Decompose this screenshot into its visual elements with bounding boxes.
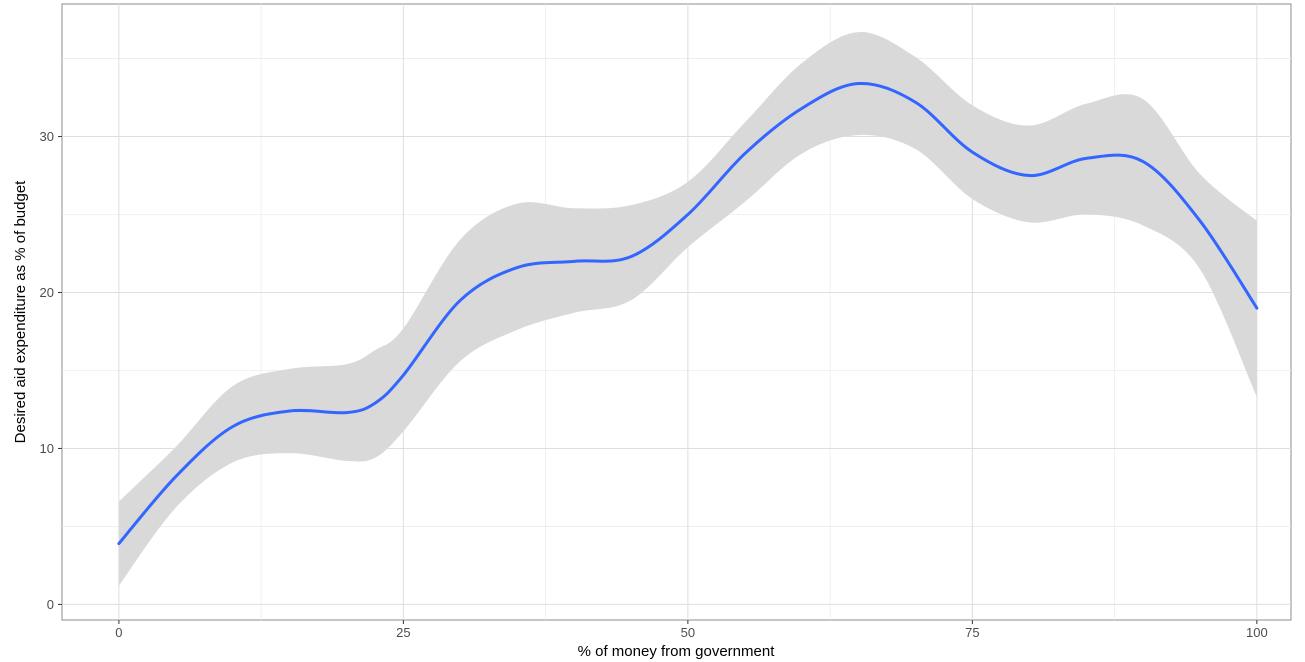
- y-axis-ticks: 0 10 20 30: [40, 129, 62, 612]
- x-tick-label: 25: [396, 625, 410, 640]
- confidence-band: [118, 32, 1257, 586]
- y-tick-label: 20: [40, 285, 54, 300]
- panel-background: [61, 3, 1292, 621]
- y-tick-label: 10: [40, 441, 54, 456]
- x-axis-title: % of money from government: [578, 643, 776, 660]
- y-axis-title: Desired aid expenditure as % of budget: [12, 180, 29, 444]
- y-tick-label: 30: [40, 129, 54, 144]
- x-axis-ticks: 0 25 50 75 100: [115, 620, 1268, 640]
- x-tick-label: 75: [965, 625, 979, 640]
- x-tick-label: 0: [115, 625, 122, 640]
- y-tick-label: 0: [47, 597, 54, 612]
- smooth-line: [117, 82, 1259, 546]
- x-tick-label: 50: [681, 625, 695, 640]
- x-tick-label: 100: [1246, 625, 1268, 640]
